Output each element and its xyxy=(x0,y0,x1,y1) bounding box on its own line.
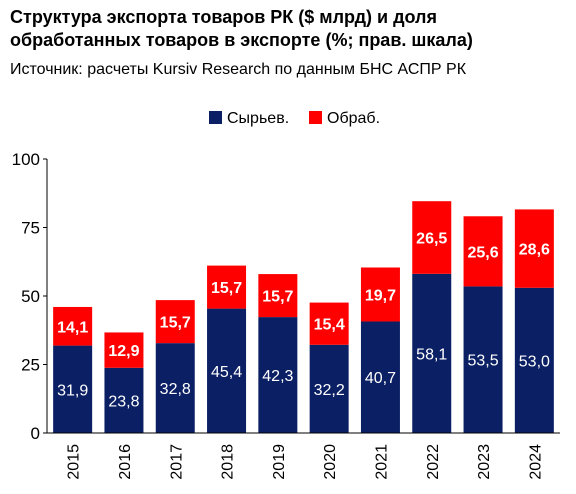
data-label-processed: 15,7 xyxy=(262,289,293,306)
data-label-processed: 15,4 xyxy=(314,317,345,334)
data-label-processed: 15,7 xyxy=(211,280,242,297)
bar-segment-processed xyxy=(207,265,247,309)
bar-stack-2015: 31,9 14,1 xyxy=(53,306,93,433)
x-tick-label: 2024 xyxy=(527,444,544,480)
x-tick-label: 2020 xyxy=(322,444,339,480)
bar-stack-2018: 45,4 15,7 xyxy=(207,265,247,433)
legend-item-processed: Обраб. xyxy=(309,110,380,127)
legend-label: Обраб. xyxy=(327,110,380,127)
bar-stack-2019: 42,3 15,7 xyxy=(258,274,298,433)
data-label-processed: 12,9 xyxy=(108,343,139,360)
y-axis: 0 25 50 75 100 xyxy=(12,150,48,443)
bar-segment-processed xyxy=(412,201,452,274)
x-tick-label: 2019 xyxy=(271,444,288,480)
x-tick-label: 2023 xyxy=(476,444,493,480)
data-label-raw: 32,8 xyxy=(160,381,191,398)
bar-stack-2021: 40,7 19,7 xyxy=(360,267,400,433)
bars: 31,9 14,1 23,8 12,9 32,8 15,7 45,4 15,7 42,3 15,7… xyxy=(53,201,554,433)
y-tick-label: 25 xyxy=(21,356,40,375)
bar-stack-2022: 58,1 26,5 xyxy=(412,201,452,433)
bar-segment-processed xyxy=(104,332,144,368)
y-tick-label: 75 xyxy=(21,219,40,238)
data-label-processed: 26,5 xyxy=(416,231,447,248)
bar-segment-processed xyxy=(360,267,400,322)
data-label-processed: 14,1 xyxy=(57,319,88,336)
legend-item-raw: Сырьев. xyxy=(209,110,289,127)
x-tick-label: 2018 xyxy=(220,444,237,480)
chart-title-line-2: обработанных товаров в экспорте (%; прав… xyxy=(10,30,473,50)
chart-title: Структура экспорта товаров РК ($ млрд) и… xyxy=(10,6,570,52)
bar-stack-2020: 32,2 15,4 xyxy=(309,302,349,433)
bar-segment-processed xyxy=(514,209,554,288)
bar-segment-raw xyxy=(155,343,195,433)
legend-swatch xyxy=(309,111,322,124)
legend-label: Сырьев. xyxy=(227,110,289,127)
bar-segment-raw xyxy=(463,286,503,433)
data-label-processed: 25,6 xyxy=(467,244,498,261)
x-tick-label: 2015 xyxy=(66,444,83,480)
data-label-processed: 19,7 xyxy=(365,287,396,304)
x-tick-label: 2016 xyxy=(117,444,134,480)
data-label-raw: 31,9 xyxy=(57,382,88,399)
y-tick-label: 100 xyxy=(12,150,40,169)
bar-stack-2024: 53,0 28,6 xyxy=(514,209,554,433)
data-label-raw: 40,7 xyxy=(365,370,396,387)
x-tick-label: 2017 xyxy=(168,444,185,480)
y-tick-label: 0 xyxy=(31,424,40,443)
x-tick-label: 2021 xyxy=(373,444,390,480)
data-label-raw: 23,8 xyxy=(108,393,139,410)
bar-segment-processed xyxy=(53,306,93,346)
bar-segment-processed xyxy=(463,216,503,287)
data-label-raw: 45,4 xyxy=(211,364,242,381)
legend: Сырьев. Обраб. xyxy=(209,110,380,127)
bar-segment-raw xyxy=(360,321,400,433)
chart-title-line-1: Структура экспорта товаров РК ($ млрд) и… xyxy=(10,7,437,27)
data-label-raw: 53,5 xyxy=(467,353,498,370)
bar-stack-2017: 32,8 15,7 xyxy=(155,300,195,433)
data-label-raw: 58,1 xyxy=(416,346,447,363)
data-label-processed: 28,6 xyxy=(519,242,550,259)
bar-segment-raw xyxy=(104,367,144,433)
bar-segment-raw xyxy=(412,273,452,433)
chart-source: Источник: расчеты Kursiv Research по дан… xyxy=(10,61,467,78)
bar-segment-processed xyxy=(155,300,195,344)
data-label-raw: 32,2 xyxy=(314,382,345,399)
bar-segment-processed xyxy=(258,274,298,318)
x-tick-label: 2022 xyxy=(425,444,442,480)
legend-swatch xyxy=(209,111,222,124)
bar-segment-processed xyxy=(309,302,349,345)
bar-segment-raw xyxy=(309,344,349,433)
bar-segment-raw xyxy=(207,308,247,433)
data-label-processed: 15,7 xyxy=(160,315,191,332)
bar-segment-raw xyxy=(258,317,298,433)
bar-segment-raw xyxy=(514,287,554,433)
bar-stack-2023: 53,5 25,6 xyxy=(463,216,503,433)
data-label-raw: 53,0 xyxy=(519,353,550,370)
data-label-raw: 42,3 xyxy=(262,368,293,385)
bar-stack-2016: 23,8 12,9 xyxy=(104,332,144,433)
bar-segment-raw xyxy=(53,345,93,433)
y-tick-label: 50 xyxy=(21,287,40,306)
x-axis: 2015 2016 2017 2018 2019 2020 2021 2022 2023 2024 xyxy=(47,432,560,480)
